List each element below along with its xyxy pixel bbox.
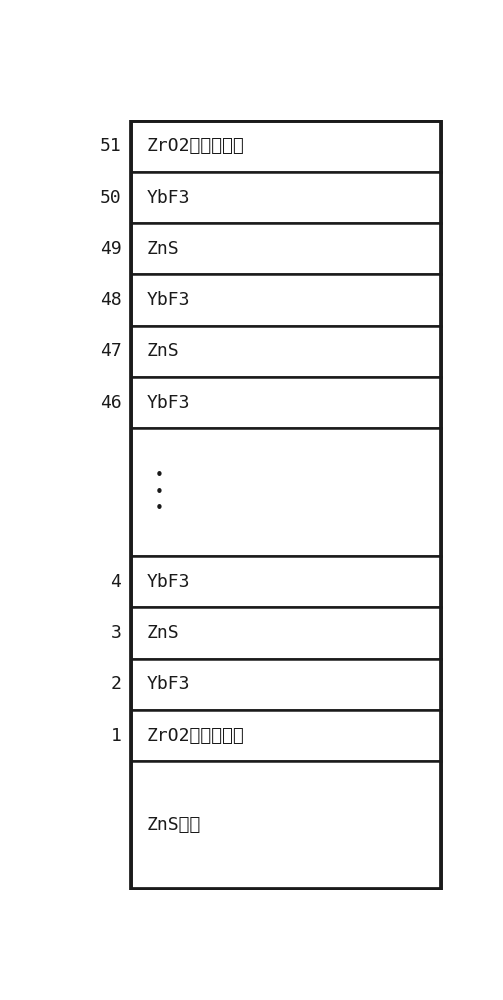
- Text: ZrO2（保护层）: ZrO2（保护层）: [147, 137, 244, 155]
- Bar: [131, 121, 441, 172]
- Text: 1: 1: [111, 727, 121, 745]
- Text: 2: 2: [111, 675, 121, 693]
- Text: 49: 49: [100, 240, 121, 258]
- Text: ZnS: ZnS: [147, 342, 179, 360]
- Bar: [131, 274, 441, 326]
- Text: 3: 3: [111, 624, 121, 642]
- Text: 48: 48: [100, 291, 121, 309]
- Text: ZnS基底: ZnS基底: [147, 816, 201, 834]
- Text: YbF3: YbF3: [147, 394, 190, 412]
- Text: 46: 46: [100, 394, 121, 412]
- Text: •: •: [154, 485, 163, 500]
- Bar: [131, 121, 441, 889]
- Text: 51: 51: [100, 137, 121, 155]
- Text: YbF3: YbF3: [147, 189, 190, 207]
- Bar: [131, 710, 441, 761]
- Bar: [131, 326, 441, 377]
- Text: ZnS: ZnS: [147, 240, 179, 258]
- Bar: [131, 761, 441, 889]
- Bar: [131, 428, 441, 556]
- Bar: [131, 223, 441, 274]
- Text: •: •: [154, 468, 163, 483]
- Text: ZrO2（过渡层）: ZrO2（过渡层）: [147, 727, 244, 745]
- Text: 4: 4: [111, 573, 121, 591]
- Text: YbF3: YbF3: [147, 573, 190, 591]
- Bar: [131, 172, 441, 223]
- Text: ZnS: ZnS: [147, 624, 179, 642]
- Bar: [131, 377, 441, 428]
- Text: 50: 50: [100, 189, 121, 207]
- Text: YbF3: YbF3: [147, 675, 190, 693]
- Bar: [131, 607, 441, 659]
- Bar: [131, 556, 441, 607]
- Text: 47: 47: [100, 342, 121, 360]
- Bar: [131, 659, 441, 710]
- Text: •: •: [154, 501, 163, 516]
- Text: YbF3: YbF3: [147, 291, 190, 309]
